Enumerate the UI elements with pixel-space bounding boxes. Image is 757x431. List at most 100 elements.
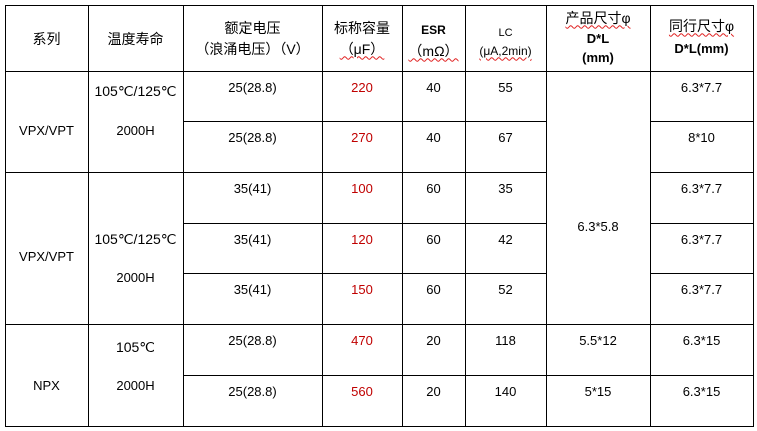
table-cell-cap: 270: [321, 120, 403, 173]
table-cell-voltage: 25(28.8): [182, 323, 323, 376]
lc-value: 52: [498, 281, 513, 297]
header-label: D*L(mm): [674, 40, 729, 56]
table-cell-peer: 6.3*15: [649, 323, 754, 376]
table-cell-peer: 6.3*7.7: [649, 70, 754, 122]
header-label: 系列: [32, 30, 61, 47]
cap-value: 220: [351, 79, 373, 95]
esr-value: 20: [426, 332, 441, 348]
voltage-value: 35(41): [233, 180, 272, 196]
voltage-value: 25(28.8): [228, 332, 277, 348]
table-cell-peer: 8*10: [649, 120, 754, 173]
header-series: 系列: [4, 4, 89, 72]
header-life: 温度寿命: [87, 4, 184, 72]
hours: 2000H: [116, 269, 155, 285]
header-capacitance: 标称容量 （μF）: [321, 4, 403, 72]
lc-value: 55: [498, 79, 513, 95]
table-cell-lc: 118: [464, 323, 547, 376]
cap-value: 270: [351, 129, 373, 145]
table-cell-esr: 40: [401, 70, 466, 122]
peer-value: 6.3*7.7: [680, 180, 723, 196]
hours: 2000H: [116, 377, 155, 393]
table-cell-size: 5*15: [545, 374, 651, 427]
header-label: （mΩ）: [408, 42, 459, 59]
series-cell: VPX/VPT: [4, 171, 89, 325]
table-cell-lc: 42: [464, 222, 547, 274]
series-name: NPX: [33, 377, 60, 393]
header-label: 产品尺寸φ: [565, 9, 631, 26]
peer-value: 6.3*7.7: [680, 281, 723, 297]
header-label: (μA,2min): [479, 43, 532, 58]
table-cell-lc: 140: [464, 374, 547, 427]
esr-value: 60: [426, 231, 441, 247]
life-cell: 105℃ 2000H: [87, 323, 184, 427]
peer-value: 8*10: [688, 129, 715, 145]
table-cell-voltage: 25(28.8): [182, 120, 323, 173]
size-value: 5*15: [584, 383, 612, 399]
table-cell-peer: 6.3*7.7: [649, 171, 754, 224]
table-cell-voltage: 25(28.8): [182, 374, 323, 427]
voltage-value: 25(28.8): [228, 129, 277, 145]
header-label: D*L: [586, 30, 610, 46]
header-label: 温度寿命: [107, 30, 164, 47]
series-cell: VPX/VPT: [4, 70, 89, 173]
series-cell: NPX: [4, 323, 89, 427]
table-cell-esr: 40: [401, 120, 466, 173]
table-cell-lc: 55: [464, 70, 547, 122]
header-label: LC: [498, 26, 513, 39]
header-esr: ESR （mΩ）: [401, 4, 466, 72]
lc-value: 42: [498, 231, 513, 247]
lc-value: 118: [495, 332, 516, 348]
table-cell-peer: 6.3*7.7: [649, 272, 754, 325]
table-cell-esr: 20: [401, 374, 466, 427]
lc-value: 35: [498, 180, 513, 196]
table-cell-voltage: 25(28.8): [182, 70, 323, 122]
table-cell-cap: 150: [321, 272, 403, 325]
peer-value: 6.3*15: [682, 332, 721, 348]
table-cell-cap: 220: [321, 70, 403, 122]
table-cell-size: 5.5*12: [545, 323, 651, 376]
table-cell-cap: 560: [321, 374, 403, 427]
esr-value: 20: [426, 383, 441, 399]
lc-value: 140: [494, 383, 517, 399]
table-cell-voltage: 35(41): [182, 171, 323, 224]
life-cell: 105℃/125℃ 2000H: [87, 70, 184, 173]
voltage-value: 35(41): [233, 231, 272, 247]
voltage-value: 25(28.8): [228, 383, 277, 399]
cap-value: 470: [351, 332, 373, 348]
table-cell-cap: 100: [321, 171, 403, 224]
size-value: 5.5*12: [579, 332, 617, 348]
lc-value: 67: [498, 129, 513, 145]
header-label: 额定电压: [224, 19, 281, 36]
peer-value: 6.3*7.7: [680, 79, 723, 95]
header-lc: LC (μA,2min): [464, 4, 547, 72]
esr-value: 40: [426, 79, 441, 95]
temperature: 105℃/125℃: [94, 230, 177, 247]
voltage-value: 35(41): [233, 281, 272, 297]
header-label: 标称容量: [334, 19, 390, 36]
table-cell-voltage: 35(41): [182, 272, 323, 325]
cap-value: 560: [351, 383, 373, 399]
table-cell-esr: 60: [401, 171, 466, 224]
esr-value: 60: [426, 180, 441, 196]
life-cell: 105℃/125℃ 2000H: [87, 171, 184, 325]
hours: 2000H: [116, 122, 155, 138]
series-name: VPX/VPT: [19, 122, 74, 138]
esr-value: 60: [426, 281, 441, 297]
header-peer-size: 同行尺寸φ D*L(mm): [649, 4, 754, 72]
cap-value: 150: [351, 281, 373, 297]
header-voltage: 额定电压 （浪涌电压）（V）: [182, 4, 323, 72]
temperature: 105℃/125℃: [94, 82, 177, 99]
temperature: 105℃: [115, 338, 156, 355]
peer-value: 6.3*7.7: [680, 231, 723, 247]
table-cell-cap: 120: [321, 222, 403, 274]
table-cell-voltage: 35(41): [182, 222, 323, 274]
header-label: （μF）: [339, 40, 385, 57]
table-cell-lc: 52: [464, 272, 547, 325]
cap-value: 100: [351, 180, 373, 196]
header-label: ESR: [421, 22, 446, 37]
table-cell-peer: 6.3*7.7: [649, 222, 754, 274]
header-product-size: 产品尺寸φ D*L (mm): [545, 4, 651, 72]
table-cell-lc: 35: [464, 171, 547, 224]
product-size: 6.3*5.8: [577, 218, 619, 234]
table-cell-peer: 6.3*15: [649, 374, 754, 427]
